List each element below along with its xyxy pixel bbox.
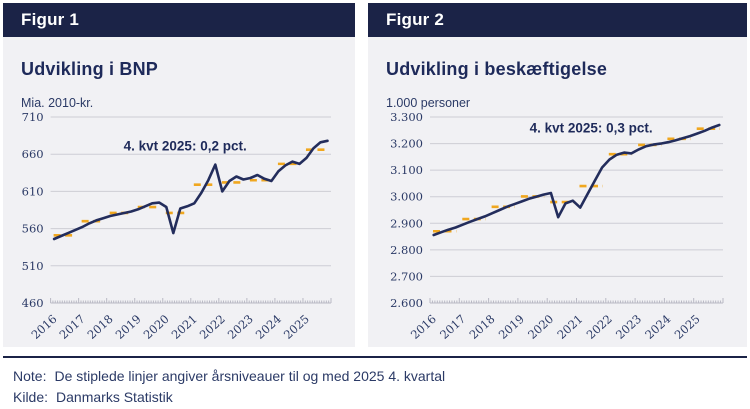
figure-2-unit-label: 1.000 personer [386,96,471,110]
footnote-section: Note: De stiplede linjer angiver årsnivea… [3,356,747,408]
svg-text:2019: 2019 [496,312,527,342]
figure-2-panel: Figur 2 Udvikling i beskæftigelse 1.000 … [368,3,747,347]
figure-2-body: Udvikling i beskæftigelse 1.000 personer… [368,37,747,351]
svg-text:2024: 2024 [253,312,284,342]
svg-text:3.100: 3.100 [390,163,423,177]
figure-1-title: Udvikling i BNP [21,59,159,79]
svg-text:2023: 2023 [613,312,644,342]
svg-text:2016: 2016 [408,312,439,342]
svg-text:2018: 2018 [85,312,116,342]
note-label: Note: [13,368,47,384]
svg-text:2022: 2022 [197,312,228,342]
svg-text:2017: 2017 [57,312,88,342]
source-line: Kilde: Danmarks Statistik [13,387,737,408]
note-line: Note: De stiplede linjer angiver årsnivea… [13,366,737,387]
source-text: Danmarks Statistik [56,389,173,405]
svg-text:2016: 2016 [28,312,59,342]
svg-text:560: 560 [22,222,44,236]
svg-text:2020: 2020 [525,312,556,342]
svg-text:3.200: 3.200 [390,137,423,151]
svg-text:2023: 2023 [225,312,256,342]
svg-text:2025: 2025 [281,312,312,342]
svg-text:610: 610 [22,184,44,198]
figure-panels: Figur 1 Udvikling i BNP Mia. 2010-kr. 46… [3,3,747,347]
svg-text:2022: 2022 [584,312,615,342]
note-text: De stiplede linjer angiver årsniveauer t… [54,368,446,384]
bnp-line-chart: 4605105606106607102016201720182019202020… [22,111,332,342]
figure-1-header: Figur 1 [3,3,355,37]
figure-2-title: Udvikling i beskæftigelse [386,59,608,79]
svg-text:3.000: 3.000 [390,190,423,204]
svg-text:2021: 2021 [554,312,585,342]
svg-text:710: 710 [22,111,44,124]
svg-text:2.700: 2.700 [390,269,423,283]
svg-text:2.600: 2.600 [390,296,423,310]
svg-text:2021: 2021 [169,312,200,342]
svg-text:2.800: 2.800 [390,243,423,257]
svg-text:4. kvt 2025: 0,2 pct.: 4. kvt 2025: 0,2 pct. [124,138,247,153]
svg-text:460: 460 [22,296,44,310]
svg-text:510: 510 [22,259,44,273]
svg-text:2024: 2024 [642,312,673,342]
svg-text:3.300: 3.300 [390,111,423,124]
svg-text:2.900: 2.900 [390,216,423,230]
figure-2-header: Figur 2 [368,3,747,37]
svg-text:2018: 2018 [466,312,497,342]
figure-1-unit-label: Mia. 2010-kr. [21,96,94,110]
employment-line-chart: 2.600 2.700 2.800 2.900 3.000 3.100 3.200 3.300… [390,111,724,342]
svg-text:2025: 2025 [672,312,703,342]
svg-text:2017: 2017 [437,312,468,342]
svg-text:2020: 2020 [141,312,172,342]
source-label: Kilde: [13,389,49,405]
figure-1-panel: Figur 1 Udvikling i BNP Mia. 2010-kr. 46… [3,3,355,347]
svg-text:2019: 2019 [113,312,144,342]
figure-1-body: Udvikling i BNP Mia. 2010-kr. 460 510 560 6… [3,37,355,351]
svg-text:660: 660 [22,147,44,161]
svg-text:4. kvt 2025: 0,3 pct.: 4. kvt 2025: 0,3 pct. [530,120,653,135]
